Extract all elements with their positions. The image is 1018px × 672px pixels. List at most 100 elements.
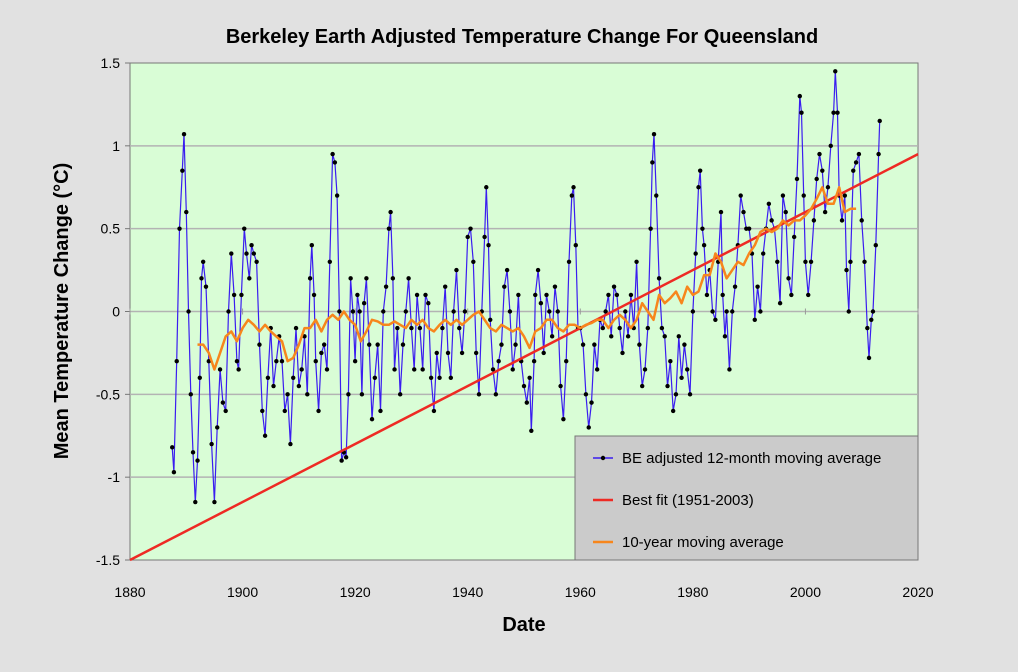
data-point (606, 292, 611, 298)
series-monthly-markers (170, 69, 882, 505)
data-point (617, 325, 622, 331)
data-point (217, 367, 223, 372)
data-point (468, 226, 473, 231)
data-point (372, 375, 378, 380)
data-point (544, 292, 549, 298)
data-point (274, 359, 279, 364)
legend: BE adjusted 12-month moving average Best… (574, 435, 919, 561)
data-point (583, 392, 589, 397)
data-point (670, 408, 676, 414)
data-point (851, 168, 856, 173)
x-axis-ticks: 1880 1900 1920 1940 1960 1980 2000 2020 (114, 308, 934, 600)
data-point (448, 375, 454, 380)
data-point (462, 309, 468, 314)
data-point (603, 309, 608, 314)
data-point (244, 251, 249, 256)
legend-box (574, 435, 919, 561)
series-best-fit-line (129, 152, 919, 562)
data-point (831, 110, 836, 115)
data-point (417, 325, 423, 331)
data-point (395, 325, 400, 331)
data-point (720, 292, 725, 298)
data-point (673, 392, 679, 397)
data-point (846, 309, 851, 314)
data-point (188, 392, 193, 397)
data-point (877, 118, 882, 124)
data-point (645, 325, 651, 331)
data-point (324, 367, 330, 372)
series-decadal-line (197, 186, 857, 371)
data-point (690, 309, 696, 314)
data-point (634, 259, 639, 264)
data-point (808, 259, 814, 264)
data-point (589, 400, 594, 405)
data-point (833, 69, 838, 74)
data-point (350, 309, 356, 314)
data-point (454, 267, 459, 273)
data-point (352, 359, 358, 364)
data-point (499, 342, 504, 347)
data-point (254, 259, 259, 264)
data-point (814, 176, 819, 182)
data-point (766, 201, 772, 207)
data-point (682, 342, 687, 347)
data-point (397, 392, 403, 397)
data-point (355, 292, 360, 298)
data-point (856, 151, 862, 157)
data-point (713, 317, 718, 322)
data-point (571, 185, 576, 190)
data-point (820, 168, 825, 173)
data-point (594, 367, 600, 372)
data-point (174, 359, 179, 364)
y-axis-label: Mean Temperature Change (°C) (51, 163, 73, 460)
data-point (659, 325, 665, 331)
data-point (504, 267, 510, 273)
data-point (761, 251, 766, 256)
y-tick-label: -1.5 (96, 552, 120, 568)
chart-title: Berkeley Earth Adjusted Temperature Chan… (226, 26, 818, 48)
data-point (758, 309, 763, 314)
data-point (426, 301, 431, 306)
data-point (428, 375, 434, 380)
data-point (783, 209, 788, 215)
data-point (388, 209, 393, 215)
data-point (842, 193, 848, 198)
data-point (775, 259, 780, 264)
data-point (293, 325, 299, 331)
data-point (746, 226, 752, 231)
data-point (817, 151, 822, 157)
data-point (337, 309, 342, 314)
data-point (853, 160, 859, 165)
data-point (628, 292, 634, 298)
data-point (195, 458, 200, 463)
data-point (586, 425, 591, 430)
data-point (177, 226, 182, 231)
data-point (282, 408, 287, 414)
data-point (521, 383, 527, 389)
data-point (361, 301, 367, 306)
y-axis-ticks: -1.5 -1 -0.5 0 0.5 1 1.5 (96, 55, 130, 568)
data-point (510, 367, 515, 372)
data-point (473, 350, 479, 356)
data-point (431, 408, 437, 414)
data-point (414, 292, 420, 298)
data-point (311, 292, 317, 298)
data-point (251, 251, 257, 256)
data-point (357, 309, 362, 314)
data-point (687, 392, 693, 397)
data-point (265, 375, 271, 380)
data-point (378, 408, 383, 414)
data-point (327, 259, 333, 264)
data-point (803, 259, 808, 264)
y-tick-label: -1 (108, 469, 121, 485)
data-point (249, 243, 254, 248)
data-point (285, 392, 290, 397)
data-point (348, 276, 353, 281)
data-point (279, 359, 285, 364)
data-point (801, 193, 806, 198)
data-point (741, 209, 746, 215)
data-point (620, 350, 625, 356)
data-point (476, 392, 482, 397)
legend-label-best-fit: Best fit (1951-2003) (622, 492, 754, 509)
